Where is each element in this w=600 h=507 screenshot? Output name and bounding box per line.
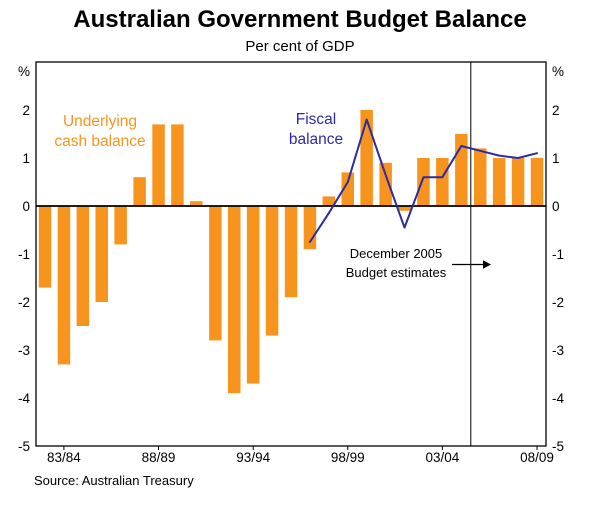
svg-text:1: 1 xyxy=(22,151,30,166)
svg-text:08/09: 08/09 xyxy=(520,450,554,465)
svg-text:0: 0 xyxy=(552,199,560,214)
bar-87/88 xyxy=(133,177,146,206)
bar-82/83 xyxy=(38,206,52,288)
fiscal-balance-line xyxy=(308,118,538,243)
bar-95/96 xyxy=(284,206,298,298)
svg-text:-4: -4 xyxy=(552,391,564,406)
svg-text:-5: -5 xyxy=(18,439,30,454)
chart-subtitle: Per cent of GDP xyxy=(245,38,355,55)
bar-91/92 xyxy=(209,206,222,341)
bar-93/94 xyxy=(246,206,260,384)
bar-84/85 xyxy=(76,206,90,326)
svg-text:1: 1 xyxy=(552,151,560,166)
x-axis-labels: 83/84 88/89 93/94 98/99 03/04 08/09 xyxy=(47,446,554,465)
y-axis-labels: 2 2 1 1 0 0 -1 -1 -2 -2 -3 -3 -4 -4 -5 -5%% xyxy=(18,64,565,454)
bar-01/02 xyxy=(398,206,411,211)
svg-text:%: % xyxy=(18,64,30,79)
bar-06/07 xyxy=(492,158,506,206)
svg-text:-2: -2 xyxy=(18,295,30,310)
bar-07/08 xyxy=(511,158,525,206)
source-note: Source: Australian Treasury xyxy=(34,473,194,488)
bar-94/95 xyxy=(265,206,279,336)
fiscal-balance-label: Fiscal balance xyxy=(266,110,366,150)
estimates-annotation: December 2005 Budget estimates xyxy=(330,244,462,282)
chart-title: Australian Government Budget Balance xyxy=(73,6,527,33)
bar-86/87 xyxy=(114,206,127,245)
underlying-cash-balance-label: Underlying cash balance xyxy=(38,112,162,152)
bar-90/91 xyxy=(190,201,203,206)
bar-00/01 xyxy=(379,162,392,206)
svg-text:-5: -5 xyxy=(552,439,564,454)
bar-04/05 xyxy=(455,134,468,206)
svg-text:-2: -2 xyxy=(552,295,564,310)
bar-92/93 xyxy=(228,206,241,394)
bar-08/09 xyxy=(530,158,544,206)
svg-text:0: 0 xyxy=(22,199,30,214)
annotation-arrow-head xyxy=(483,260,491,269)
bar-83/84 xyxy=(57,206,71,365)
bar-97/98 xyxy=(322,196,336,206)
bar-85/86 xyxy=(95,206,108,302)
svg-text:03/04: 03/04 xyxy=(426,450,460,465)
svg-text:%: % xyxy=(552,64,564,79)
fiscal-label-line2: balance xyxy=(288,131,344,148)
svg-text:-1: -1 xyxy=(552,247,564,262)
underlying-label-line1: Underlying xyxy=(62,113,138,130)
bar-03/04 xyxy=(436,158,449,206)
svg-text:2: 2 xyxy=(22,103,30,118)
underlying-label-line2: cash balance xyxy=(54,133,146,150)
svg-text:93/94: 93/94 xyxy=(236,450,270,465)
svg-text:2: 2 xyxy=(552,103,560,118)
underlying-cash-balance-bars xyxy=(38,110,544,394)
estimates-annotation-line1: December 2005 xyxy=(349,246,443,261)
bar-88/89 xyxy=(152,124,165,206)
svg-text:98/99: 98/99 xyxy=(331,450,365,465)
bar-05/06 xyxy=(474,148,487,206)
plot-frame xyxy=(35,61,547,447)
svg-text:83/84: 83/84 xyxy=(47,450,81,465)
svg-text:-1: -1 xyxy=(18,247,30,262)
bar-02/03 xyxy=(417,158,430,206)
svg-text:88/89: 88/89 xyxy=(142,450,176,465)
bar-89/90 xyxy=(171,124,184,206)
svg-text:-3: -3 xyxy=(18,343,30,358)
bar-98/99 xyxy=(341,172,354,206)
fiscal-label-line1: Fiscal xyxy=(295,111,337,128)
bar-99/00 xyxy=(360,110,373,206)
svg-text:-3: -3 xyxy=(552,343,564,358)
svg-text:-4: -4 xyxy=(18,391,30,406)
estimates-annotation-line2: Budget estimates xyxy=(345,265,447,280)
